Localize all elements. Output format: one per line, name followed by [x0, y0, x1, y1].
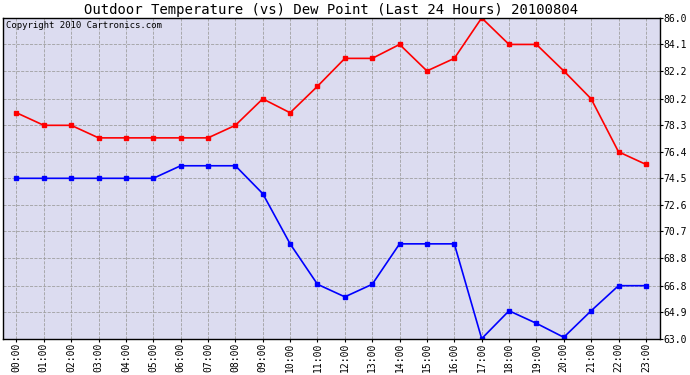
Title: Outdoor Temperature (vs) Dew Point (Last 24 Hours) 20100804: Outdoor Temperature (vs) Dew Point (Last…: [84, 3, 578, 17]
Text: Copyright 2010 Cartronics.com: Copyright 2010 Cartronics.com: [6, 21, 162, 30]
